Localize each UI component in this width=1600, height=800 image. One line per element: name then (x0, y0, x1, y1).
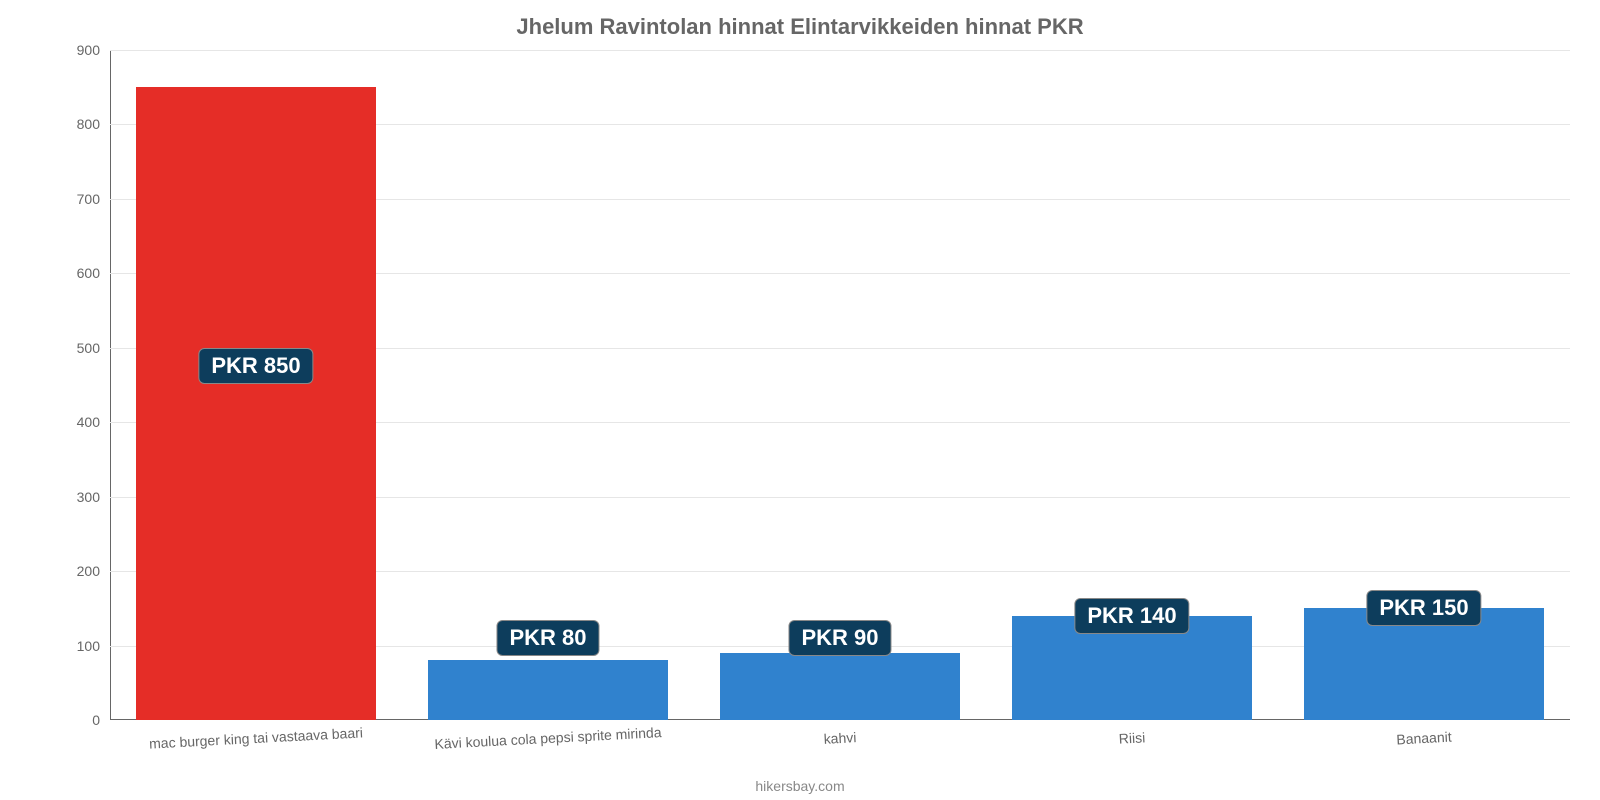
value-badge: PKR 140 (1074, 598, 1189, 634)
y-tick-label: 200 (50, 563, 100, 579)
bar (720, 653, 959, 720)
bar-slot: PKR 140 (986, 50, 1278, 720)
value-badge: PKR 150 (1366, 590, 1481, 626)
plot-area: 0100200300400500600700800900 PKR 850PKR … (110, 50, 1570, 720)
bar (428, 660, 667, 720)
y-tick-label: 100 (50, 638, 100, 654)
y-tick-label: 400 (50, 414, 100, 430)
value-badge: PKR 90 (788, 620, 891, 656)
attribution-text: hikersbay.com (0, 778, 1600, 794)
bar-slot: PKR 850 (110, 50, 402, 720)
y-tick-label: 300 (50, 489, 100, 505)
bar-slot: PKR 150 (1278, 50, 1570, 720)
x-tick-label: Riisi (1118, 729, 1145, 746)
bar (136, 87, 375, 720)
bar-slot: PKR 90 (694, 50, 986, 720)
x-tick-label: Kävi koulua cola pepsi sprite mirinda (434, 724, 662, 752)
chart-title: Jhelum Ravintolan hinnat Elintarvikkeide… (0, 0, 1600, 40)
x-tick-label: mac burger king tai vastaava baari (149, 724, 364, 751)
y-tick-label: 600 (50, 265, 100, 281)
chart-container: Jhelum Ravintolan hinnat Elintarvikkeide… (0, 0, 1600, 800)
bar-slot: PKR 80 (402, 50, 694, 720)
x-tick-label: Banaanit (1396, 729, 1452, 748)
value-badge: PKR 850 (198, 348, 313, 384)
x-tick-label: kahvi (823, 729, 856, 747)
y-tick-label: 700 (50, 191, 100, 207)
y-tick-label: 800 (50, 116, 100, 132)
value-badge: PKR 80 (496, 620, 599, 656)
y-tick-label: 500 (50, 340, 100, 356)
y-tick-label: 900 (50, 42, 100, 58)
y-tick-label: 0 (50, 712, 100, 728)
bars-row: PKR 850 PKR 80 PKR 90 PKR 140 PKR 150 (110, 50, 1570, 720)
